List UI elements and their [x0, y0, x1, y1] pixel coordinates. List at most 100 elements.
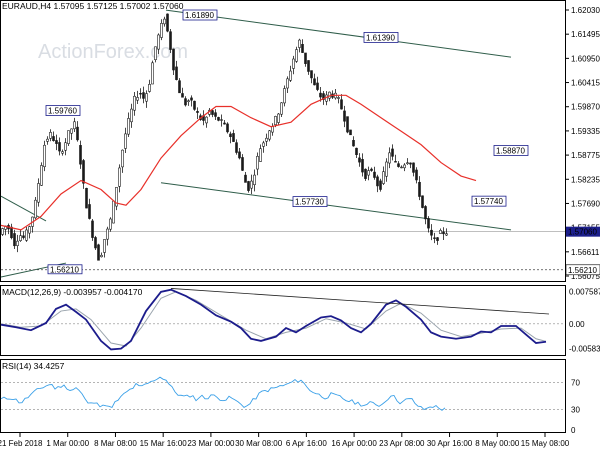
candle-body: [85, 187, 88, 209]
candle-body: [217, 117, 220, 121]
time-label: 15 May 08:00: [521, 439, 570, 448]
candle-body: [160, 22, 163, 38]
candle-body: [433, 237, 436, 239]
candle-body: [88, 204, 91, 219]
candle-body: [409, 162, 412, 165]
candle-body: [418, 181, 421, 197]
price-scale-label: 1.56611: [571, 248, 600, 257]
candle-body: [142, 92, 145, 99]
candle-body: [361, 159, 364, 173]
candle-body: [16, 240, 19, 246]
time-label: 6 Apr 16:00: [286, 439, 327, 448]
candle-body: [151, 62, 154, 85]
candle-body: [223, 122, 226, 125]
candle-body: [412, 162, 415, 173]
candle-body: [385, 161, 388, 177]
candle-body: [343, 110, 346, 122]
candle-body: [259, 148, 262, 162]
time-label: 21 Feb 2018: [0, 439, 43, 448]
candle-body: [187, 100, 190, 103]
candles: [1, 13, 448, 261]
candle-body: [262, 142, 265, 147]
price-annotation-box: [182, 9, 218, 21]
candle-body: [316, 82, 319, 90]
candle-body: [382, 171, 385, 184]
price-annotation-box: [493, 145, 529, 156]
candle-body: [181, 93, 184, 98]
time-label: 23 Apr 08:00: [379, 439, 425, 448]
candle-body: [1, 228, 4, 235]
macd-scale-label: -0.005833: [569, 345, 600, 354]
candle-body: [19, 235, 22, 241]
candle-body: [112, 200, 115, 224]
candle-body: [73, 121, 76, 130]
candle-body: [121, 149, 124, 168]
candle-body: [67, 130, 70, 144]
macd-panel: 0.007587 0.00 -0.005833: [0, 287, 600, 354]
macd-panel-frame: [0, 285, 566, 356]
price-annotation-label: 1.57740: [474, 197, 503, 206]
candle-body: [442, 231, 445, 235]
price-scale-label: 1.62030: [571, 6, 600, 15]
candle-body: [238, 151, 241, 159]
candle-body: [439, 230, 442, 234]
time-label: 8 May 00:00: [475, 439, 520, 448]
candle-body: [379, 180, 382, 190]
rsi-panel: 70 30 0: [0, 376, 580, 435]
rsi-header: RSI(14) 34.4257: [2, 361, 65, 371]
candle-body: [298, 39, 301, 48]
time-label: 23 Mar 00:00: [187, 439, 235, 448]
price-annotation-label: 1.56210: [50, 265, 79, 274]
candle-body: [277, 113, 280, 123]
trendline: [160, 182, 512, 231]
candle-body: [388, 152, 391, 164]
price-scale-label: 1.58775: [571, 151, 600, 160]
candle-body: [97, 244, 100, 261]
time-label: 30 Apr 16:00: [427, 439, 473, 448]
candle-body: [289, 70, 292, 81]
time-label: 30 Mar 08:00: [235, 439, 283, 448]
candle-body: [274, 116, 277, 126]
candle-body: [190, 97, 193, 101]
candle-body: [370, 168, 373, 171]
price-header: EURAUD,H4 1.57095 1.57125 1.57002 1.5706…: [2, 1, 184, 11]
watermark-text: ActionForex.com: [38, 41, 188, 63]
candle-body: [172, 48, 175, 71]
price-annotation-box: [363, 32, 399, 43]
candle-body: [124, 133, 127, 149]
support-tag-bg: [565, 264, 600, 276]
candle-body: [430, 229, 433, 236]
price-annotation-box: [45, 105, 81, 116]
candle-body: [64, 142, 67, 151]
price-scale-label: 1.59870: [571, 103, 600, 112]
candle-body: [70, 128, 73, 134]
macd-divergence-line: [170, 288, 550, 315]
price-annotation-label: 1.58870: [496, 146, 525, 155]
candle-body: [145, 93, 148, 102]
candle-body: [40, 165, 43, 186]
price-annotation-label: 1.57730: [295, 198, 324, 207]
price-panel-frame: [0, 0, 566, 282]
trendline: [165, 9, 512, 58]
rsi-panel-frame: [0, 359, 566, 433]
candle-body: [76, 126, 79, 141]
candle-body: [163, 18, 166, 25]
candle-body: [133, 95, 136, 111]
macd-scale-label: 0.007587: [569, 287, 600, 296]
price-annotation-box: [471, 195, 507, 207]
candle-body: [211, 110, 214, 115]
candle-body: [43, 144, 46, 168]
candle-body: [118, 167, 121, 187]
candle-body: [271, 126, 274, 133]
candle-body: [13, 233, 16, 247]
candle-body: [28, 226, 31, 234]
candle-body: [22, 235, 25, 238]
candle-body: [376, 176, 379, 187]
moving-average: [0, 94, 477, 231]
candle-body: [157, 34, 160, 50]
candle-body: [337, 97, 340, 99]
candle-body: [106, 228, 109, 240]
candle-body: [46, 138, 49, 142]
candle-body: [427, 218, 430, 229]
